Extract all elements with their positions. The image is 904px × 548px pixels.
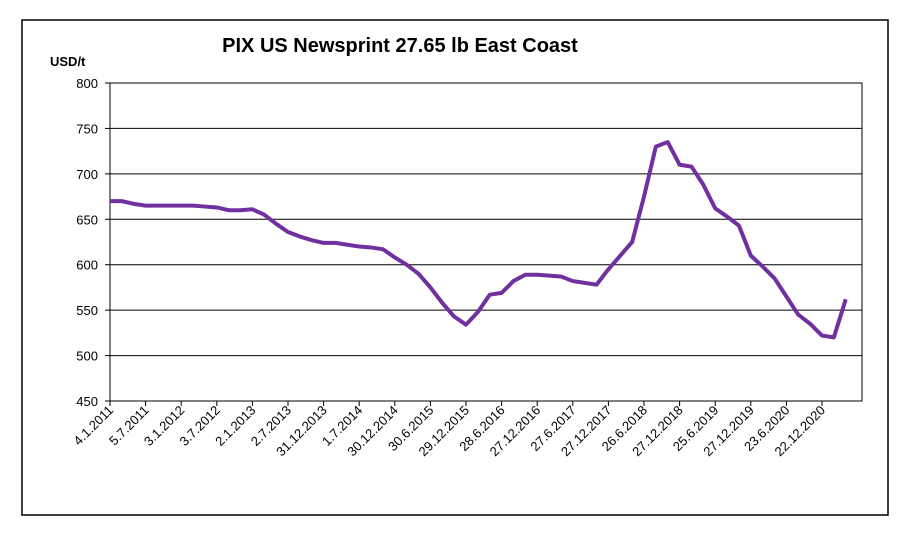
y-tick-label: 600 [76, 258, 98, 273]
y-tick-label: 800 [76, 76, 98, 91]
y-axis-label: USD/t [50, 54, 86, 69]
y-tick-label: 500 [76, 349, 98, 364]
data-line [110, 140, 848, 340]
plot-area [109, 82, 863, 402]
chart-frame [21, 19, 889, 516]
y-tick-label: 650 [76, 212, 98, 227]
y-tick-label: 750 [76, 121, 98, 136]
y-tick-label: 700 [76, 167, 98, 182]
y-tick-label: 450 [76, 394, 98, 409]
chart-title: PIX US Newsprint 27.65 lb East Coast [222, 35, 578, 57]
y-tick-label: 550 [76, 303, 98, 318]
